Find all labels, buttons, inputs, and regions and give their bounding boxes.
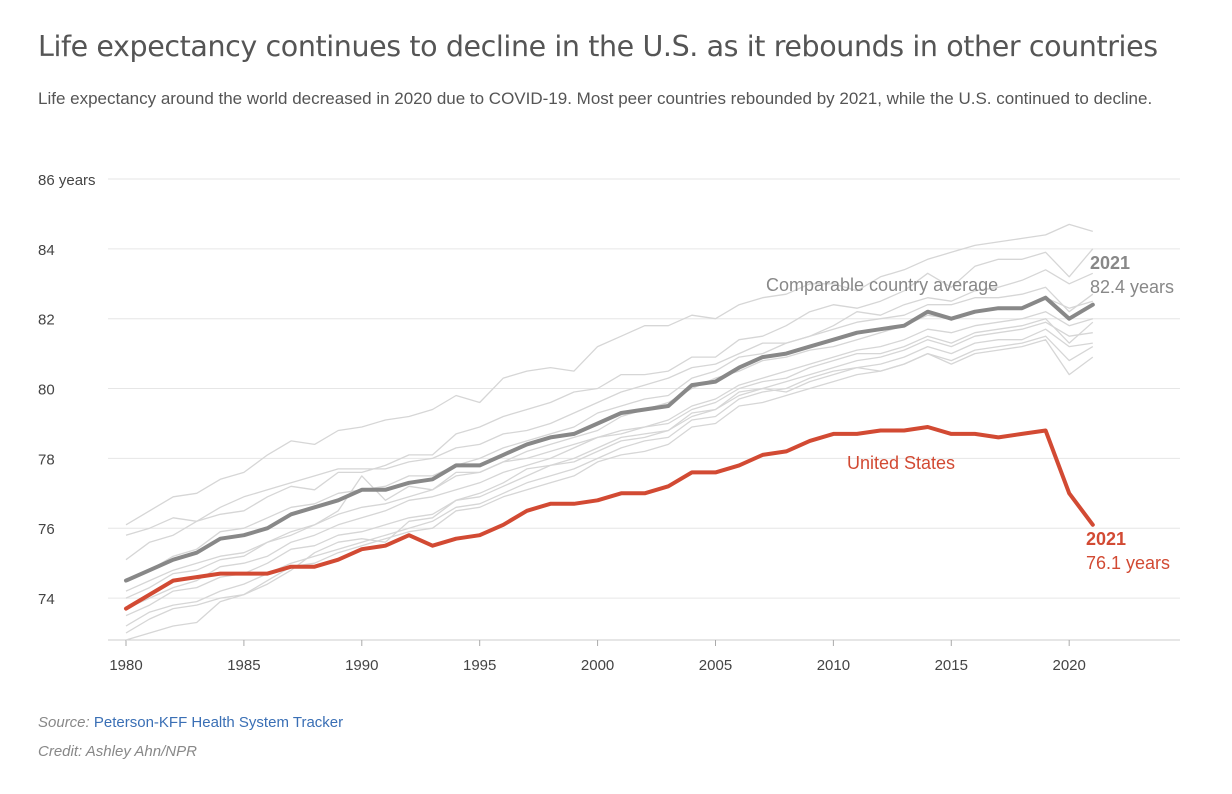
- y-tick-label: 76: [38, 521, 55, 538]
- chart-title: Life expectancy continues to decline in …: [38, 30, 1158, 63]
- x-tick-label: 1985: [227, 657, 260, 674]
- x-tick-label: 1990: [345, 657, 378, 674]
- peer-country-line: [125, 321, 1093, 617]
- x-tick-label: 2020: [1052, 657, 1085, 674]
- average-end-value-label: 82.4 years: [1090, 277, 1174, 297]
- average-end-year-label: 2021: [1090, 253, 1130, 273]
- y-tick-label: 74: [38, 591, 55, 608]
- us-series-label: United States: [847, 453, 955, 473]
- chart-subtitle: Life expectancy around the world decreas…: [38, 89, 1153, 108]
- peer-country-line: [125, 248, 1094, 536]
- average-line-layer: [124, 295, 1095, 583]
- peer-country-line: [125, 286, 1094, 582]
- average-series-label: Comparable country average: [766, 275, 998, 295]
- x-tick-label: 2015: [935, 657, 968, 674]
- comparable-average-line: [124, 295, 1095, 583]
- us-end-year-label: 2021: [1086, 529, 1126, 549]
- x-tick-label: 2005: [699, 657, 732, 674]
- x-tick-label: 1980: [109, 657, 142, 674]
- peer-country-line: [125, 328, 1093, 627]
- peer-country-line: [125, 318, 1094, 610]
- credit-line: Credit: Ashley Ahn/NPR: [38, 743, 197, 760]
- y-axis-ticks: 74 76 78 80 82 84 86 years: [38, 172, 96, 608]
- x-tick-label: 2010: [817, 657, 850, 674]
- source-label: Source:: [38, 714, 90, 731]
- source-link[interactable]: Peterson-KFF Health System Tracker: [93, 714, 344, 731]
- grid-layer: [108, 178, 1180, 641]
- peer-country-line: [125, 335, 1094, 634]
- y-tick-label: 82: [38, 312, 55, 329]
- x-tick-label: 1995: [463, 657, 496, 674]
- x-axis-ticks: 1980 1985 1990 1995 2000 2005 2010 2015 2020: [109, 640, 1086, 674]
- y-tick-label: 84: [38, 242, 55, 259]
- peer-country-line: [125, 223, 1093, 526]
- x-tick-label: 2000: [581, 657, 614, 674]
- peer-country-line: [125, 269, 1094, 561]
- y-tick-label: 86 years: [38, 172, 96, 189]
- us-life-expectancy-line: [124, 425, 1095, 611]
- source-line: Source: Peterson-KFF Health System Track…: [38, 714, 343, 731]
- y-tick-label: 78: [38, 451, 55, 468]
- us-end-value-label: 76.1 years: [1086, 553, 1170, 573]
- peer-country-lines: [125, 223, 1094, 641]
- peer-country-line: [125, 297, 1093, 592]
- y-tick-label: 80: [38, 382, 55, 399]
- peer-country-line: [125, 339, 1094, 641]
- peer-country-line: [125, 311, 1093, 599]
- us-line-layer: [124, 425, 1095, 611]
